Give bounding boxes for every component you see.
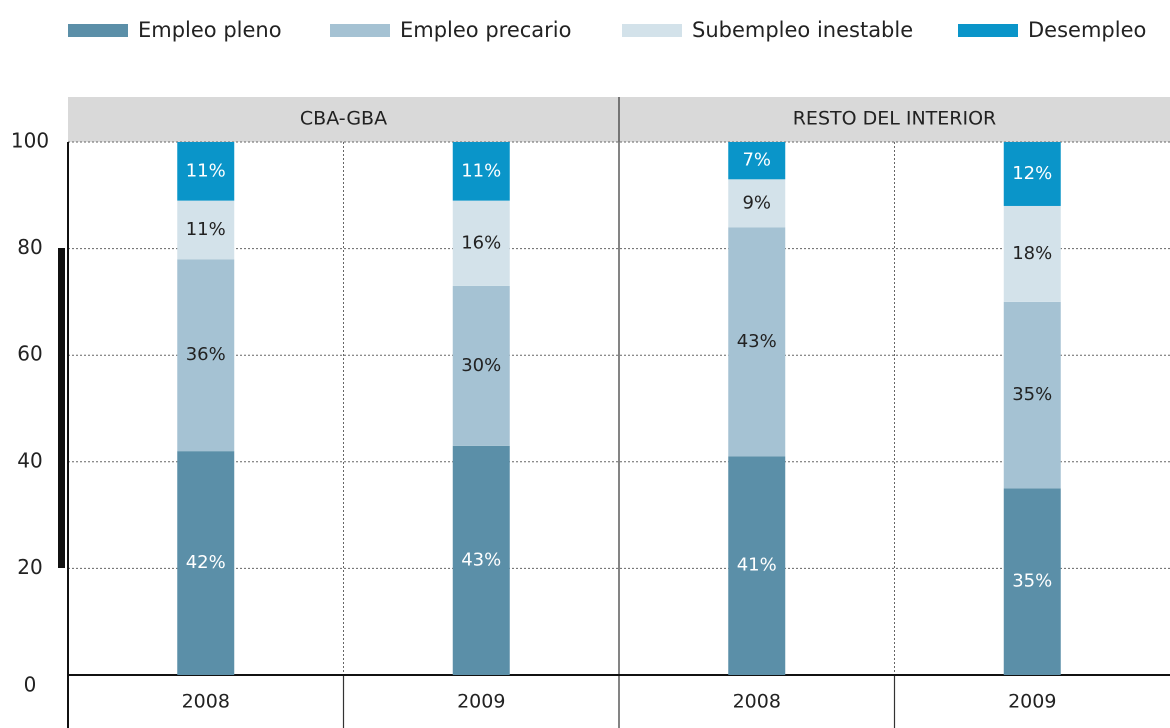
- bar-segment: [452, 445, 510, 675]
- x-tick-label: 2009: [1008, 691, 1056, 713]
- panel-title: CBA-GBA: [300, 108, 387, 130]
- bar-segment: [728, 179, 786, 228]
- x-tick-label: 2008: [182, 691, 230, 713]
- value-label: 16%: [461, 232, 501, 253]
- x-tick-label: 2008: [733, 691, 781, 713]
- value-label: 7%: [742, 150, 771, 171]
- bar-segment: [177, 259, 235, 452]
- bar-segment: [728, 227, 786, 457]
- x-tick-label: 2009: [457, 691, 505, 713]
- y-tick-label: 60: [17, 342, 42, 366]
- value-label: 41%: [737, 555, 777, 576]
- value-label: 43%: [737, 331, 777, 352]
- value-label: 35%: [1012, 571, 1052, 592]
- panel-title: RESTO DEL INTERIOR: [793, 108, 997, 130]
- value-label: 43%: [461, 549, 501, 570]
- value-label: 18%: [1012, 243, 1052, 264]
- legend-swatch: [330, 24, 390, 37]
- y-tick-label: 40: [17, 448, 42, 472]
- legend-label: Empleo pleno: [138, 18, 282, 42]
- value-label: 35%: [1012, 384, 1052, 405]
- value-label: 11%: [186, 160, 226, 181]
- value-label: 11%: [186, 219, 226, 240]
- y-tick-label: 80: [17, 235, 42, 259]
- value-label: 11%: [461, 160, 501, 181]
- bar-segment: [1003, 301, 1061, 489]
- bar-segment: [728, 142, 786, 180]
- value-label: 42%: [186, 552, 226, 573]
- bar-segment: [1003, 205, 1061, 302]
- legend-swatch: [68, 24, 128, 37]
- legend-swatch: [622, 24, 682, 37]
- value-label: 12%: [1012, 163, 1052, 184]
- value-label: 36%: [186, 344, 226, 365]
- bar-segment: [452, 200, 510, 286]
- bar-segment: [452, 142, 510, 201]
- y-tick-label: 20: [17, 555, 42, 579]
- legend-label: Empleo precario: [400, 18, 572, 42]
- bar-segment: [452, 285, 510, 446]
- y-tick-label: 0: [24, 673, 37, 697]
- value-label: 30%: [461, 355, 501, 376]
- y-tick-label: 100: [11, 129, 49, 153]
- bar-segment: [177, 142, 235, 201]
- bar-segment: [728, 456, 786, 675]
- legend-swatch: [958, 24, 1018, 37]
- bar-segment: [177, 451, 235, 675]
- legend-label: Subempleo inestable: [692, 18, 913, 42]
- bar-segment: [1003, 142, 1061, 206]
- bar-segment: [1003, 488, 1061, 675]
- axis-highlight: [58, 248, 65, 568]
- bar-segment: [177, 200, 235, 260]
- value-label: 9%: [742, 192, 771, 213]
- legend-label: Desempleo: [1028, 18, 1146, 42]
